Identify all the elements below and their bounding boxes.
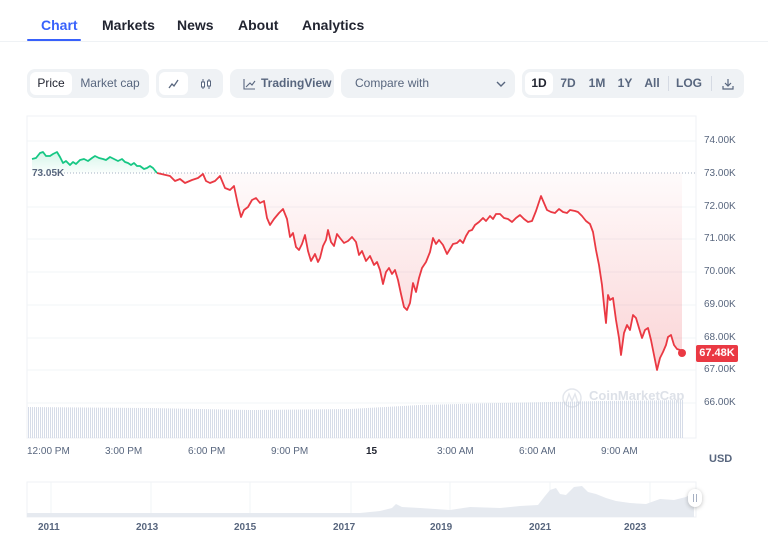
- x-tick: 3:00 PM: [105, 446, 143, 457]
- open-price-label: 73.05K: [32, 168, 65, 179]
- compare-with-select[interactable]: Compare with: [341, 69, 515, 98]
- line-chart-icon: [167, 79, 179, 89]
- tradingview-icon: [243, 79, 256, 90]
- candlestick-button[interactable]: [191, 72, 220, 95]
- y-tick: 70.00K: [704, 266, 736, 277]
- currency-label: USD: [709, 453, 733, 465]
- market-cap-button[interactable]: Market cap: [80, 76, 140, 90]
- navigator-year: 2015: [234, 522, 257, 533]
- chart-type-toggle: [156, 69, 223, 98]
- watermark: CoinMarketCap: [589, 388, 685, 403]
- price-button[interactable]: Price: [30, 72, 72, 95]
- line-chart-button[interactable]: [159, 72, 188, 95]
- x-tick: 15: [366, 446, 378, 457]
- y-tick: 72.00K: [704, 201, 736, 212]
- tab-chart[interactable]: Chart: [41, 17, 78, 33]
- current-price-dot: [678, 349, 686, 357]
- tradingview-button[interactable]: TradingView: [230, 69, 334, 98]
- x-tick: 6:00 PM: [188, 446, 226, 457]
- x-tick: 3:00 AM: [437, 446, 474, 457]
- navigator-series: [27, 486, 694, 517]
- coinmarketcap-logo-icon: [562, 388, 582, 408]
- range-1m-button[interactable]: 1M: [588, 76, 606, 90]
- compare-with-placeholder: Compare with: [355, 76, 430, 90]
- range-toggle: 1D 7D 1M 1Y All LOG: [522, 69, 744, 98]
- tab-analytics[interactable]: Analytics: [302, 17, 365, 33]
- download-button[interactable]: [715, 72, 741, 95]
- divider: [668, 76, 669, 91]
- y-tick: 66.00K: [704, 397, 736, 408]
- tab-markets[interactable]: Markets: [102, 17, 155, 33]
- candlestick-icon: [200, 79, 211, 89]
- range-1d-button[interactable]: 1D: [525, 72, 553, 95]
- navigator-year: 2023: [624, 522, 647, 533]
- navigator-year: 2011: [38, 522, 60, 533]
- metric-toggle: Price Market cap: [27, 69, 149, 98]
- price-line-down: [156, 172, 683, 371]
- range-1y-button[interactable]: 1Y: [617, 76, 633, 90]
- range-7d-button[interactable]: 7D: [560, 76, 576, 90]
- current-price-label: 67.48K: [696, 345, 738, 362]
- navigator-year: 2019: [430, 522, 453, 533]
- chevron-down-icon: [496, 81, 506, 87]
- y-tick: 74.00K: [704, 135, 736, 146]
- price-line-up: [31, 151, 158, 174]
- x-tick: 12:00 PM: [27, 446, 70, 457]
- active-tab-indicator: [27, 39, 81, 41]
- price-area-fill-up: [32, 152, 157, 173]
- y-tick: 71.00K: [704, 233, 736, 244]
- download-icon: [722, 79, 734, 90]
- x-tick: 9:00 PM: [271, 446, 309, 457]
- chart-toolbar: Price Market cap TradingView Compare wit…: [0, 69, 768, 98]
- navigator-year: 2021: [529, 522, 552, 533]
- log-scale-button[interactable]: LOG: [676, 76, 702, 90]
- navigator-year: 2017: [333, 522, 356, 533]
- volume-bars: [27, 400, 684, 438]
- navigator-drag-handle[interactable]: [688, 489, 702, 507]
- x-tick: 9:00 AM: [601, 446, 638, 457]
- y-tick: 69.00K: [704, 299, 736, 310]
- range-all-button[interactable]: All: [644, 76, 660, 90]
- tab-bar: Chart Markets News About Analytics: [0, 0, 768, 42]
- y-tick: 68.00K: [704, 332, 736, 343]
- tab-about[interactable]: About: [238, 17, 279, 33]
- y-tick: 73.00K: [704, 168, 736, 179]
- divider: [711, 76, 712, 91]
- y-tick: 67.00K: [704, 364, 736, 375]
- x-tick: 6:00 AM: [519, 446, 556, 457]
- navigator-year: 2013: [136, 522, 159, 533]
- tab-news[interactable]: News: [177, 17, 214, 33]
- tradingview-label: TradingView: [261, 76, 332, 90]
